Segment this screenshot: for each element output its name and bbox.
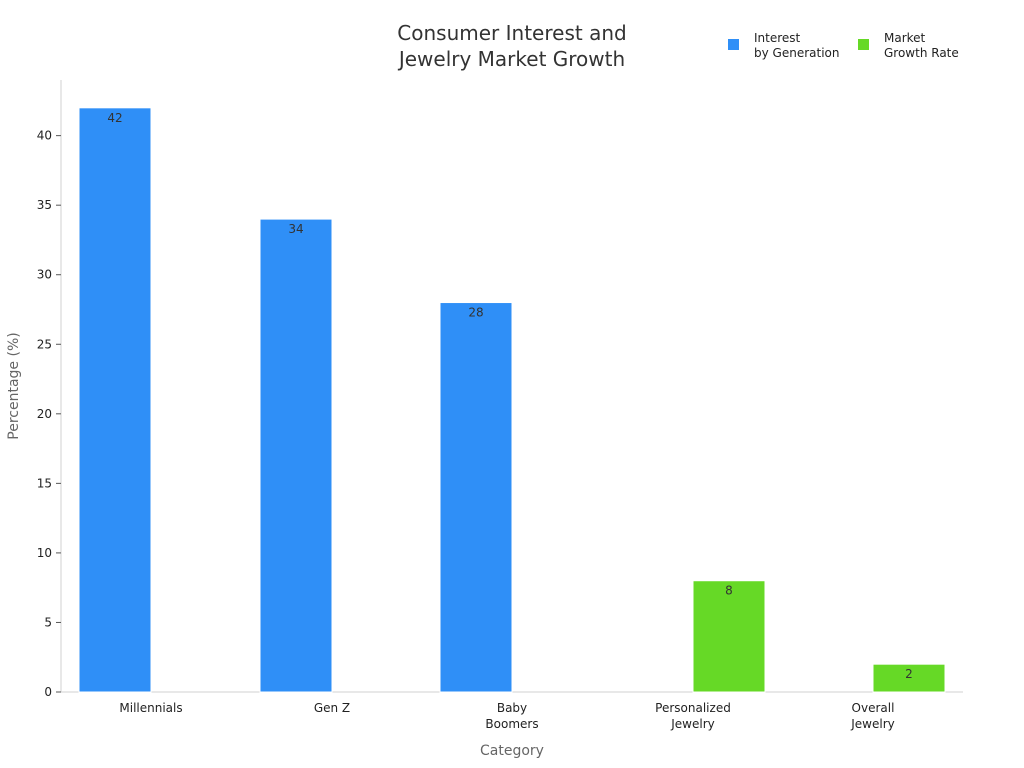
y-tick-label: 40: [37, 129, 52, 143]
legend-label: Market: [884, 31, 926, 45]
x-tick-label: Baby: [497, 701, 527, 715]
bar: [259, 218, 333, 693]
bar: [78, 107, 152, 693]
y-axis-title: Percentage (%): [6, 332, 22, 439]
bar: [692, 580, 766, 693]
bar-value-label: 42: [107, 111, 122, 125]
x-tick-label: Millennials: [119, 701, 182, 715]
chart-title-line: Consumer Interest and: [397, 21, 626, 45]
x-axis-title: Category: [480, 743, 544, 759]
y-tick-label: 10: [37, 546, 52, 560]
axes: 0 5 10 15 20 25 30 35 40 Millennials Gen Z Baby Boom…: [37, 80, 963, 731]
bar: [439, 302, 513, 693]
bar: [872, 663, 946, 693]
legend-swatch: [858, 39, 869, 50]
y-tick-label: 20: [37, 407, 52, 421]
bar-value-label: 2: [905, 667, 913, 681]
x-tick-label: Jewelry: [850, 717, 895, 731]
x-tick-label: Personalized: [655, 701, 731, 715]
x-tick-label: Jewelry: [670, 717, 715, 731]
y-tick-label: 5: [44, 615, 52, 629]
legend-label: Interest: [754, 31, 801, 45]
bar-value-label: 8: [725, 584, 733, 598]
legend-label: by Generation: [754, 46, 839, 60]
x-tick-label: Boomers: [485, 717, 538, 731]
y-tick-label: 30: [37, 268, 52, 282]
bar-value-label: 34: [288, 222, 303, 236]
bar-value-label: 28: [468, 306, 483, 320]
data-labels: 42 34 28 8 2: [107, 111, 912, 681]
y-tick-label: 35: [37, 198, 52, 212]
legend-label: Growth Rate: [884, 46, 959, 60]
y-tick-label: 15: [37, 476, 52, 490]
bars: [78, 107, 946, 693]
chart-title-line: Jewelry Market Growth: [397, 47, 625, 71]
legend-swatch: [728, 39, 739, 50]
x-tick-label: Gen Z: [314, 701, 350, 715]
y-tick-label: 0: [44, 685, 52, 699]
x-tick-label: Overall: [852, 701, 895, 715]
y-tick-label: 25: [37, 337, 52, 351]
